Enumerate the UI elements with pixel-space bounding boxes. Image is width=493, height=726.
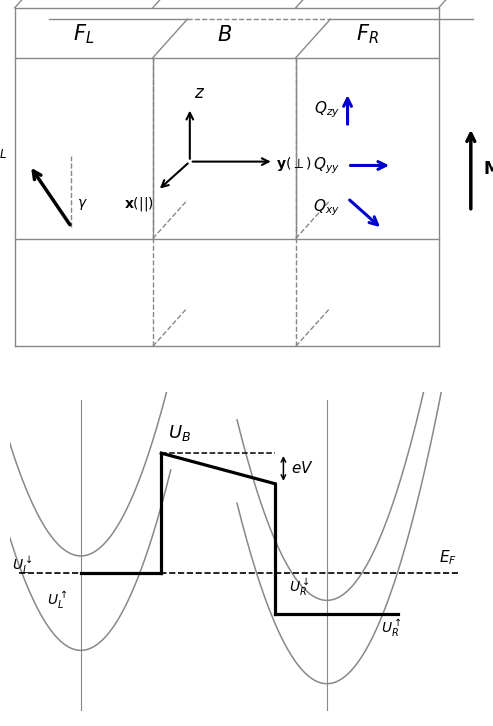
Text: $U_R^\uparrow$: $U_R^\uparrow$ xyxy=(382,618,403,640)
Text: $\gamma$: $\gamma$ xyxy=(77,197,88,212)
Text: $z$: $z$ xyxy=(194,84,205,102)
Text: $U_B$: $U_B$ xyxy=(169,423,191,444)
Text: $eV$: $eV$ xyxy=(290,460,313,476)
Text: $F_R$: $F_R$ xyxy=(356,23,379,46)
Text: $\mathbf{M}_L$: $\mathbf{M}_L$ xyxy=(0,139,7,160)
Text: $E_F$: $E_F$ xyxy=(439,548,457,567)
Text: $\mathbf{x}(||)$: $\mathbf{x}(||)$ xyxy=(124,195,154,213)
Text: $Q_{yy}$: $Q_{yy}$ xyxy=(314,155,340,176)
Text: $\mathbf{M}_R$: $\mathbf{M}_R$ xyxy=(483,159,493,179)
Text: $\mathbf{y}(\perp)$: $\mathbf{y}(\perp)$ xyxy=(276,155,312,173)
Text: $U_L^\uparrow$: $U_L^\uparrow$ xyxy=(47,590,68,611)
Text: $B$: $B$ xyxy=(217,25,232,44)
Text: $F_L$: $F_L$ xyxy=(73,23,95,46)
Text: $Q_{zy}$: $Q_{zy}$ xyxy=(314,99,340,120)
Text: $U_R^\downarrow$: $U_R^\downarrow$ xyxy=(289,576,310,597)
Text: $U_L^\downarrow$: $U_L^\downarrow$ xyxy=(12,555,34,576)
Text: $Q_{xy}$: $Q_{xy}$ xyxy=(314,197,340,218)
